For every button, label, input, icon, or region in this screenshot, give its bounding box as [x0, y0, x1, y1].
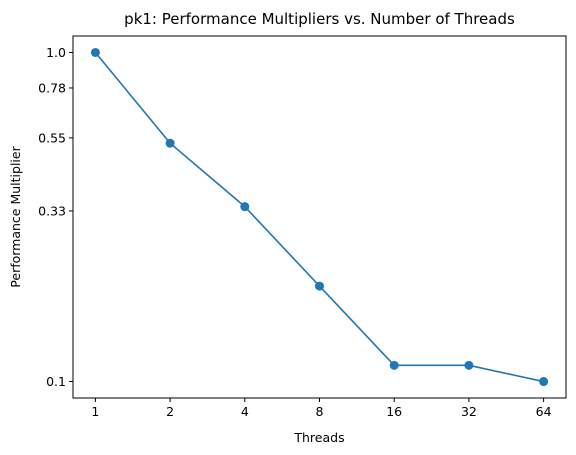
y-tick-label: 1.0: [46, 45, 66, 60]
x-tick-label: 32: [461, 404, 477, 419]
data-point: [315, 281, 324, 291]
y-tick-label: 0.78: [38, 80, 66, 95]
y-tick-label: 0.1: [46, 374, 66, 389]
data-point: [165, 138, 175, 148]
y-tick-label: 0.33: [38, 203, 66, 218]
series-line: [94, 51, 544, 383]
data-point: [389, 360, 399, 370]
data-point: [240, 202, 250, 212]
x-tick-label: 2: [166, 404, 174, 419]
x-tick-label: 1: [91, 404, 99, 419]
y-axis-label: Performance Multiplier: [8, 145, 23, 287]
plot-frame: [72, 35, 567, 399]
x-tick-label: 8: [316, 404, 324, 419]
data-point: [464, 360, 474, 370]
x-axis-label: Threads: [293, 430, 344, 445]
series-layer: [90, 47, 549, 387]
data-point: [539, 377, 549, 387]
data-point: [90, 47, 100, 57]
x-axis: 1 2 4 8 16 32 64: [91, 398, 552, 419]
x-tick-label: 64: [536, 404, 552, 419]
y-tick-label: 0.55: [38, 130, 66, 145]
x-tick-label: 4: [241, 404, 249, 419]
y-axis: 0.1 0.33 0.55 0.78 1.0: [38, 45, 73, 389]
chart-title: pk1: Performance Multipliers vs. Number …: [124, 10, 515, 28]
x-tick-label: 16: [386, 404, 402, 419]
